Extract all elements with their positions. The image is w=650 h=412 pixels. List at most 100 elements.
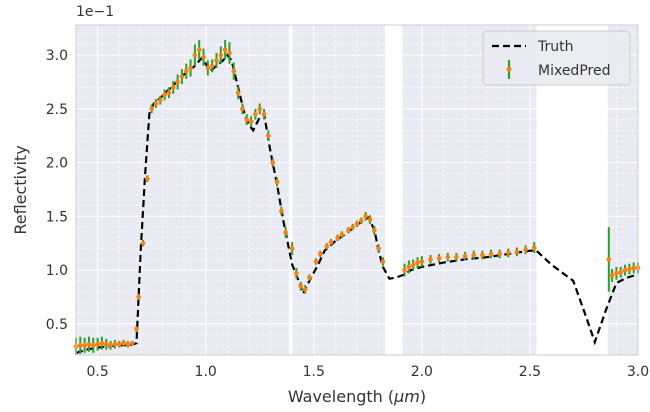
x-axis-label-suffix: ) [420, 387, 426, 406]
mixedpred-point [298, 283, 304, 289]
mixedpred-point [614, 271, 619, 276]
mixedpred-point [227, 50, 232, 56]
mixedpred-point [112, 341, 118, 347]
mixedpred-point [622, 267, 628, 273]
mixedpred-point [410, 262, 416, 268]
mixedpred-point [175, 79, 180, 85]
mixedpred-point [339, 232, 345, 237]
mixedpred-point [480, 252, 485, 258]
x-axis-label: Wavelength (μm) [288, 387, 426, 406]
mixedpred-point [129, 340, 135, 346]
mixedpred-point [346, 228, 351, 233]
x-axis-label-unit: μm [393, 387, 420, 406]
mixedpred-point [162, 92, 167, 98]
mixedpred-point [121, 340, 126, 346]
mixedpred-point [205, 65, 211, 71]
mixedpred-point [86, 341, 92, 347]
mixedpred-point [283, 230, 288, 235]
mixedpred-point [82, 343, 87, 348]
mixedpred-point [183, 68, 189, 74]
plot-frame [75, 24, 639, 356]
x-tick-label: 2.5 [519, 364, 541, 380]
mixedpred-point [335, 235, 340, 241]
mixedpred-point [158, 97, 163, 103]
mixedpred-point [248, 119, 254, 125]
masked-band [385, 25, 403, 355]
legend-mixedpred-label: MixedPred [538, 63, 610, 79]
mixedpred-point [108, 343, 113, 348]
mixedpred-point [471, 252, 477, 258]
mixedpred-point [289, 246, 295, 251]
mixedpred-point [218, 52, 224, 58]
mixedpred-point [179, 74, 185, 79]
masked-band [288, 25, 293, 355]
x-tick-label: 1.0 [195, 364, 217, 380]
mixedpred-point [445, 254, 451, 260]
y-tick-label: 0.5 [46, 317, 68, 333]
legend-truth-label: Truth [537, 39, 574, 55]
mixedpred-point [402, 267, 407, 273]
mixedpred-point [328, 239, 334, 245]
mixedpred-point [279, 208, 284, 214]
mixedpred-point [354, 221, 360, 227]
mixedpred-point [324, 244, 330, 249]
x-tick-label: 0.5 [86, 364, 108, 380]
mixedpred-point [222, 47, 228, 53]
x-axis-label-prefix: Wavelength ( [288, 387, 394, 406]
x-tick-label: 3.0 [627, 364, 649, 380]
mixedpred-point [367, 217, 373, 222]
mixedpred-point [462, 253, 468, 259]
mixedpred-point [209, 63, 215, 69]
mixedpred-point [631, 265, 636, 271]
y-tick-label: 1.0 [46, 263, 68, 279]
mixedpred-point [188, 65, 193, 71]
mixedpred-point [363, 214, 368, 219]
y-tick-label: 2.5 [46, 102, 68, 118]
mixedpred-point [95, 341, 100, 347]
y-axis-label: Reflectivity [11, 145, 30, 234]
mixedpred-point [134, 326, 139, 332]
mixedpred-point [371, 228, 377, 233]
mixedpred-point [166, 90, 172, 96]
legend-box [482, 30, 631, 86]
y-tick-label: 1.5 [46, 209, 68, 225]
x-tick-label: 1.5 [303, 364, 325, 380]
mixedpred-point [376, 246, 381, 251]
mixedpred-point [436, 255, 442, 261]
mixedpred-point [253, 111, 258, 117]
legend-mixedpred-marker [506, 66, 512, 72]
mixedpred-point [266, 133, 271, 139]
mixedpred-point [506, 250, 511, 256]
mixedpred-point [419, 259, 425, 264]
mixedpred-point [359, 218, 364, 223]
mixedpred-point [531, 245, 537, 250]
mixedpred-point [240, 106, 245, 112]
y-tick-label: 3.0 [46, 48, 68, 64]
mixedpred-point [406, 264, 412, 270]
mixedpred-point [244, 117, 250, 122]
mixedpred-point [488, 251, 494, 257]
mixedpred-point [90, 343, 96, 348]
mixedpred-point [192, 52, 198, 58]
mixedpred-point [149, 106, 154, 112]
mixedpred-point [415, 260, 420, 265]
mixedpred-point [235, 90, 241, 96]
mixedpred-point [454, 254, 459, 260]
mixedpred-point [380, 259, 386, 264]
mixedpred-point [294, 271, 299, 276]
mixedpred-point [274, 179, 280, 185]
mixedpred-point [214, 58, 219, 63]
mixedpred-point [153, 101, 159, 106]
mixedpred-point [140, 240, 146, 246]
x-tick-label: 2.0 [411, 364, 433, 380]
mixedpred-point [103, 341, 109, 347]
mixedpred-point [201, 54, 206, 60]
gridlines [75, 25, 639, 355]
mixedpred-point [618, 269, 624, 275]
y-offset-label: 1e−1 [76, 4, 114, 20]
mixedpred-point [514, 249, 520, 255]
mixedpred-point [145, 176, 150, 182]
mixedpred-point [125, 341, 131, 347]
mixedpred-point [257, 106, 263, 112]
mixedpred-point [606, 257, 612, 262]
